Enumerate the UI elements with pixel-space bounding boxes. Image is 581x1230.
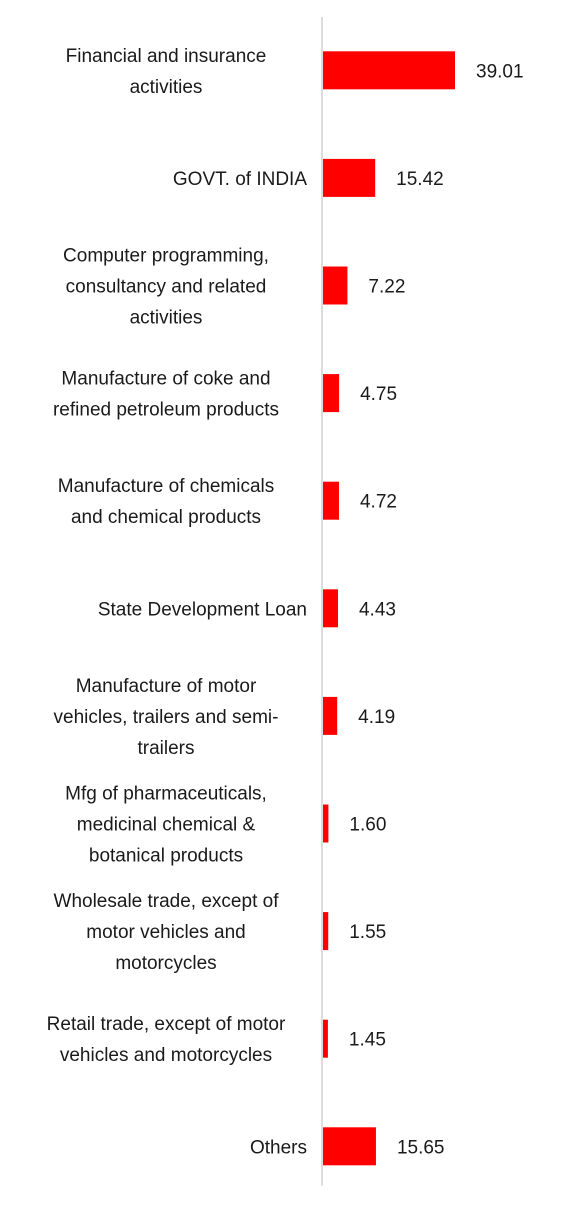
bar	[323, 158, 376, 197]
category-label-line: activities	[130, 77, 203, 98]
value-label: 7.22	[368, 277, 405, 298]
category-label-line: Manufacture of motor	[76, 676, 257, 697]
value-label: 15.65	[397, 1137, 445, 1158]
category-label-line: botanical products	[89, 846, 243, 867]
category-label-line: vehicles, trailers and semi-	[54, 707, 279, 728]
category-label-line: trailers	[137, 738, 194, 759]
category-label-line: State Development Loan	[98, 599, 307, 620]
category-label: Wholesale trade, except of motor vehicles…	[54, 891, 280, 974]
value-label: 1.60	[349, 815, 386, 836]
category-label: Others	[250, 1137, 307, 1158]
bar	[323, 804, 329, 843]
category-label-line: Wholesale trade, except of	[54, 891, 280, 912]
category-label-line: motor vehicles and	[86, 922, 245, 943]
bar	[323, 374, 340, 413]
bar	[323, 266, 348, 305]
category-label-line: Mfg of pharmaceuticals,	[65, 784, 267, 805]
category-label: GOVT. of INDIA	[173, 169, 307, 190]
value-label: 4.43	[359, 599, 396, 620]
category-label-line: Manufacture of coke and	[61, 369, 270, 390]
category-label: Manufacture of coke and refined petroleum…	[53, 369, 279, 421]
category-label: Computer programming, consultancy and rel…	[63, 246, 269, 329]
bar	[323, 589, 338, 628]
category-label: Mfg of pharmaceuticals, medicinal chemica…	[65, 784, 267, 867]
category-label-line: consultancy and related	[66, 277, 267, 298]
bar	[323, 481, 339, 520]
category-label-line: and chemical products	[71, 507, 261, 528]
category-label: Manufacture of motor vehicles, trailers a…	[54, 676, 279, 759]
category-label-line: Manufacture of chemicals	[58, 476, 275, 497]
category-label-line: medicinal chemical &	[77, 815, 256, 836]
bar	[323, 1127, 376, 1166]
category-label-line: motorcycles	[115, 953, 216, 974]
value-label: 39.01	[476, 61, 524, 82]
category-label-line: vehicles and motorcycles	[60, 1045, 272, 1066]
bar	[323, 51, 455, 90]
value-label: 4.75	[360, 384, 397, 405]
category-label-line: GOVT. of INDIA	[173, 169, 307, 190]
category-label: Financial and insurance activities	[66, 46, 267, 98]
value-label: 4.19	[358, 707, 395, 728]
bar	[323, 1019, 328, 1058]
bar	[323, 696, 338, 735]
value-label: 1.55	[349, 922, 386, 943]
value-label: 4.72	[360, 492, 397, 513]
category-label-line: activities	[130, 308, 203, 329]
category-label-line: Computer programming,	[63, 246, 269, 267]
category-label-line: refined petroleum products	[53, 400, 279, 421]
value-label: 1.45	[349, 1030, 386, 1051]
category-label-line: Financial and insurance	[66, 46, 267, 67]
category-label: Retail trade, except of motor vehicles an…	[47, 1014, 286, 1066]
category-label-line: Others	[250, 1137, 307, 1158]
bar	[323, 912, 329, 951]
value-label: 15.42	[396, 169, 444, 190]
category-label-line: Retail trade, except of motor	[47, 1014, 286, 1035]
category-label: Manufacture of chemicals and chemical pro…	[58, 476, 275, 528]
category-label: State Development Loan	[98, 599, 307, 620]
